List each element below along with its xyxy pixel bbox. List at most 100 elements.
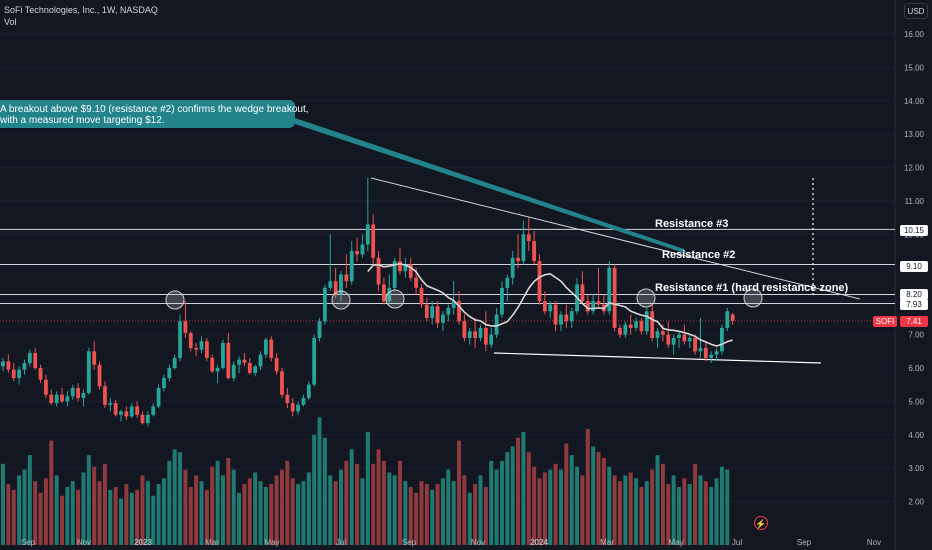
candle-body bbox=[382, 284, 386, 302]
volume-bar bbox=[183, 469, 188, 545]
resistance-1-label[interactable]: Resistance #1 (hard resistance zone) bbox=[655, 282, 849, 294]
volume-bar bbox=[312, 434, 317, 545]
candle-body bbox=[671, 337, 676, 345]
candle-body bbox=[618, 327, 622, 335]
candle-body bbox=[76, 388, 81, 399]
candle-body bbox=[151, 406, 156, 415]
candle-body bbox=[323, 287, 327, 322]
candle-body bbox=[408, 264, 413, 278]
volume-bar bbox=[499, 460, 504, 545]
candle-body bbox=[414, 277, 419, 288]
volume-bar bbox=[17, 475, 22, 545]
candle-body bbox=[199, 341, 204, 350]
candle-body bbox=[247, 362, 252, 374]
resistance-2-label[interactable]: Resistance #2 bbox=[662, 249, 736, 261]
candle-body bbox=[542, 301, 547, 312]
volume-bar bbox=[338, 469, 343, 545]
volume-bar bbox=[398, 460, 403, 545]
y-tick-label: 12.00 bbox=[904, 164, 925, 173]
candle-body bbox=[596, 301, 601, 305]
volume-bar bbox=[623, 475, 628, 545]
chart-header: SoFi Technologies, Inc., 1W, NASDAQ Vol bbox=[4, 4, 158, 28]
volume-bar bbox=[140, 475, 145, 545]
candle-body bbox=[188, 332, 193, 348]
candle-body bbox=[1, 361, 5, 367]
volume-bar bbox=[467, 492, 472, 545]
volume-bar bbox=[22, 469, 27, 545]
touch-circles bbox=[165, 288, 763, 310]
candle-body bbox=[204, 341, 209, 358]
volume-bar bbox=[489, 460, 494, 545]
candle-body bbox=[296, 404, 300, 412]
symbol-title[interactable]: SoFi Technologies, Inc., 1W, NASDAQ bbox=[4, 5, 158, 15]
candle-body bbox=[376, 257, 381, 285]
volume-bar bbox=[253, 472, 258, 545]
volume-bar bbox=[204, 489, 209, 545]
candle-body bbox=[580, 284, 585, 302]
time-axis[interactable]: Sep Nov 2023 Mar May Jul Sep Nov 2024 Mar May Jul Se… bbox=[21, 538, 881, 547]
candle-body bbox=[650, 311, 655, 338]
candle-body bbox=[392, 261, 397, 288]
candle-body bbox=[559, 314, 563, 325]
candle-body bbox=[280, 371, 284, 395]
volume-bar bbox=[231, 469, 236, 545]
resistance-3-label[interactable]: Resistance #3 bbox=[655, 218, 729, 230]
candle-body bbox=[500, 287, 504, 315]
candle-body bbox=[301, 398, 306, 405]
candle-body bbox=[585, 301, 590, 312]
candle-body bbox=[285, 394, 290, 404]
volume-bar bbox=[70, 481, 75, 545]
volume-bar bbox=[188, 487, 193, 545]
candle-body bbox=[86, 351, 91, 394]
volume-bar bbox=[263, 487, 268, 545]
candle-body bbox=[344, 274, 349, 282]
volume-bar bbox=[419, 481, 424, 545]
x-tick-label: Mar bbox=[600, 538, 614, 547]
candle-body bbox=[521, 234, 526, 262]
x-tick-label: Jul bbox=[336, 538, 346, 547]
candle-body bbox=[725, 311, 730, 328]
volume-bar bbox=[387, 472, 392, 545]
volume-bar bbox=[194, 475, 199, 545]
resistance-touch-circle bbox=[331, 290, 351, 310]
volume-bar bbox=[435, 484, 440, 545]
volume-bar bbox=[714, 478, 719, 545]
volume-bar bbox=[306, 472, 311, 545]
volume-bar bbox=[451, 481, 456, 545]
candle-body bbox=[54, 394, 59, 404]
candle-body bbox=[660, 331, 665, 335]
volume-bar bbox=[687, 484, 692, 545]
volume-bar bbox=[473, 484, 478, 545]
x-tick-label: Sep bbox=[21, 538, 36, 547]
y-tick-label: 5.00 bbox=[908, 397, 924, 406]
volume-bar bbox=[644, 481, 649, 545]
volume-bar bbox=[462, 475, 467, 545]
volume-label[interactable]: Vol bbox=[4, 17, 17, 27]
candle-body bbox=[553, 304, 558, 325]
volume-bar bbox=[38, 492, 43, 545]
candle-body bbox=[119, 411, 123, 415]
candle-body bbox=[730, 314, 735, 321]
lightning-icon[interactable]: ⚡ bbox=[754, 516, 768, 530]
candle-body bbox=[135, 406, 140, 415]
volume-bar bbox=[666, 484, 671, 545]
volume-bar bbox=[349, 449, 354, 545]
volume-bar bbox=[167, 460, 172, 545]
price-label-7-93: 7.93 bbox=[900, 299, 928, 310]
volume-bar bbox=[671, 475, 676, 545]
volume-bar bbox=[220, 475, 225, 545]
volume-bar bbox=[703, 481, 708, 545]
volume-bar bbox=[719, 466, 724, 545]
volume-bar bbox=[54, 475, 59, 545]
y-tick-label: 2.00 bbox=[908, 498, 924, 507]
volume-bar bbox=[414, 492, 419, 545]
y-tick-label: 13.00 bbox=[904, 130, 925, 139]
candle-body bbox=[339, 274, 343, 295]
volume-bar bbox=[709, 487, 714, 545]
candle-body bbox=[435, 306, 440, 323]
volume-bar bbox=[60, 495, 65, 545]
candle-body bbox=[548, 304, 553, 312]
currency-button[interactable]: USD bbox=[904, 3, 928, 19]
candle-body bbox=[623, 324, 628, 335]
annotation-callout[interactable]: A breakout above $9.10 (resistance #2) c… bbox=[0, 100, 309, 128]
